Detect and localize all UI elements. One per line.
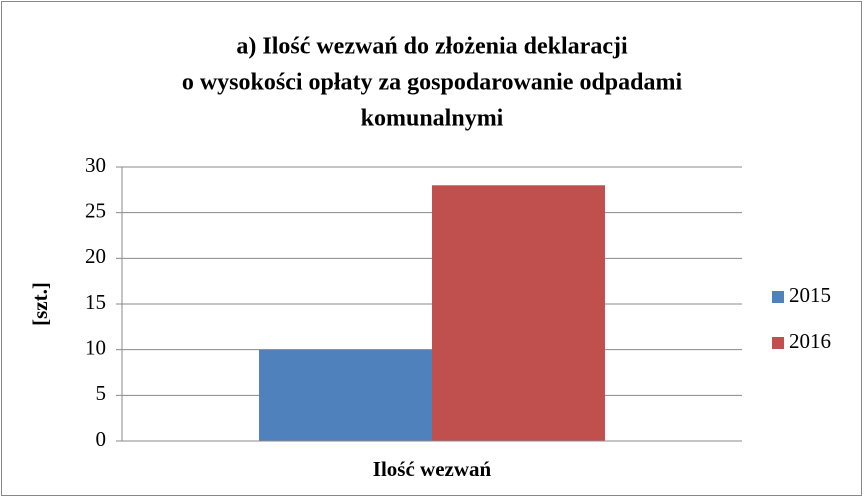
y-tick-label: 0 bbox=[96, 427, 107, 451]
y-tick-label: 15 bbox=[85, 290, 106, 314]
y-tick-label: 5 bbox=[96, 381, 107, 405]
bar bbox=[432, 185, 605, 441]
legend-swatch bbox=[772, 291, 784, 303]
chart-title: a) Ilość wezwań do złożenia deklaracji bbox=[236, 34, 628, 60]
y-tick-label: 20 bbox=[85, 244, 106, 268]
y-tick-label: 25 bbox=[85, 198, 106, 222]
x-tick-label: Ilość wezwań bbox=[373, 457, 492, 481]
legend-label: 2015 bbox=[789, 283, 831, 307]
y-tick-label: 10 bbox=[85, 335, 106, 359]
chart-title: o wysokości opłaty za gospodarowanie odp… bbox=[182, 70, 683, 96]
chart-title: komunalnymi bbox=[361, 106, 504, 132]
bar bbox=[259, 349, 432, 441]
legend-swatch bbox=[772, 337, 784, 349]
y-axis-label: [szt.] bbox=[28, 282, 52, 326]
legend-label: 2016 bbox=[789, 329, 831, 353]
y-tick-label: 30 bbox=[85, 153, 106, 177]
